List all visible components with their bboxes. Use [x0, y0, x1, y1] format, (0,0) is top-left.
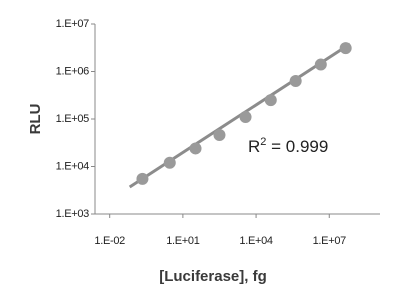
data-point [136, 172, 149, 185]
x-tick-label: 1.E+01 [166, 235, 200, 247]
y-tick-label: 1.E+03 [56, 208, 90, 220]
data-point [239, 111, 252, 124]
x-tick-label: 1.E-02 [94, 235, 125, 247]
x-axis-title: [Luciferase], fg [159, 268, 267, 285]
data-point [163, 156, 176, 169]
data-point [213, 129, 226, 142]
data-point [189, 142, 202, 155]
data-point [314, 58, 327, 71]
x-tick-label: 1.E+07 [313, 235, 347, 247]
r-squared-value: = 0.999 [266, 137, 328, 156]
x-tick-label: 1.E+04 [239, 235, 273, 247]
r-squared-sup: 2 [260, 136, 266, 148]
r-squared-base: R [248, 137, 260, 156]
y-tick-label: 1.E+05 [56, 113, 90, 125]
data-point [339, 42, 352, 55]
y-tick-label: 1.E+06 [56, 65, 90, 77]
y-axis-title: RLU [27, 104, 44, 135]
r-squared: R2 = 0.999 [248, 136, 328, 156]
y-tick-label: 1.E+04 [56, 160, 90, 172]
y-tick-label: 1.E+07 [56, 18, 90, 30]
data-point [264, 94, 277, 107]
data-point [289, 75, 302, 88]
